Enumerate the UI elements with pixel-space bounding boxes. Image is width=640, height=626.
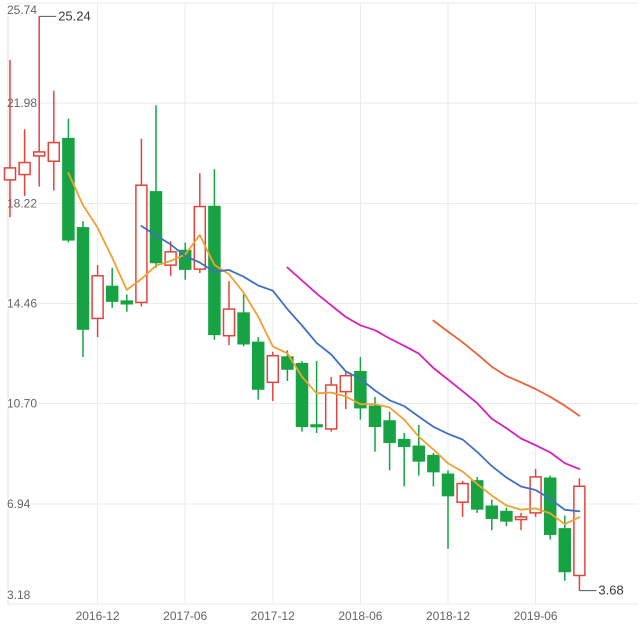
candle-2017-08[interactable] [208, 169, 221, 340]
y-axis-tick-label: 3.18 [7, 588, 31, 602]
candle-2019-05[interactable] [514, 512, 528, 531]
candle-2018-12[interactable] [441, 470, 455, 549]
candle-2019-04[interactable] [500, 507, 513, 527]
low-price-label: 3.68 [598, 583, 623, 598]
candle-2018-06[interactable] [354, 357, 367, 420]
candle-2018-04[interactable] [324, 377, 338, 432]
candle-2019-02[interactable] [470, 476, 484, 513]
x-axis-tick-label: 2018-12 [426, 609, 470, 623]
ma30-line [432, 319, 581, 417]
candle-2019-01[interactable] [456, 480, 469, 517]
candle-2018-11[interactable] [427, 452, 440, 487]
candle-2017-02[interactable] [120, 294, 134, 312]
ma10-line [140, 225, 581, 513]
x-axis-tick-label: 2017-12 [251, 609, 295, 623]
candle-2019-06[interactable] [529, 468, 542, 517]
y-axis-tick-label: 18.22 [7, 196, 37, 210]
candle-2016-12[interactable] [91, 265, 104, 338]
candle-2017-04[interactable] [149, 105, 163, 268]
candle-2017-01[interactable] [105, 267, 119, 308]
candle-2016-09[interactable] [47, 90, 61, 191]
candle-2018-03[interactable] [310, 361, 323, 433]
x-axis-tick-label: 2016-12 [76, 609, 120, 623]
price-annotations: 25.24 3.68 [39, 7, 625, 599]
candle-2019-08[interactable] [558, 515, 572, 581]
x-axis-tick-label: 2019-06 [514, 609, 558, 623]
high-price-label: 25.24 [58, 8, 91, 23]
candle-2017-10[interactable] [237, 294, 250, 347]
candle-2017-12[interactable] [266, 351, 280, 402]
x-axis-tick-label: 2018-06 [338, 609, 382, 623]
candle-2017-06[interactable] [178, 242, 192, 280]
candle-2017-07[interactable] [193, 173, 207, 274]
y-axis-labels: 25.74 21.98 18.22 14.46 10.70 6.94 3.18 [6, 2, 39, 604]
candle-2016-10[interactable] [62, 118, 75, 243]
candle-2017-09[interactable] [222, 281, 236, 346]
candle-2019-07[interactable] [543, 475, 557, 540]
y-axis-tick-label: 25.74 [7, 3, 37, 17]
candle-2018-08[interactable] [383, 411, 396, 471]
candle-2017-03[interactable] [135, 138, 148, 307]
candle-2017-11[interactable] [251, 337, 265, 400]
candle-2016-11[interactable] [76, 221, 90, 358]
x-axis-labels: 2016-12 2017-06 2017-12 2018-06 2018-12 2019-… [74, 608, 559, 625]
ma5-line [67, 172, 581, 525]
candles [3, 16, 586, 591]
y-axis-tick-label: 10.70 [7, 397, 37, 411]
y-axis-tick-label: 21.98 [7, 96, 37, 110]
candle-2016-06[interactable] [3, 60, 17, 218]
candle-2018-02[interactable] [295, 361, 309, 432]
moving-average-lines [67, 172, 581, 525]
y-axis-tick-label: 6.94 [7, 497, 31, 511]
x-axis-tick-label: 2017-06 [163, 609, 207, 623]
candle-2018-09[interactable] [397, 432, 411, 487]
candle-2019-09[interactable] [573, 478, 586, 591]
candle-2016-07[interactable] [18, 129, 31, 196]
candle-2016-08[interactable] [32, 16, 46, 187]
candle-2019-03[interactable] [485, 499, 499, 531]
ma20-line [286, 266, 581, 471]
y-axis-tick-label: 14.46 [7, 297, 37, 311]
